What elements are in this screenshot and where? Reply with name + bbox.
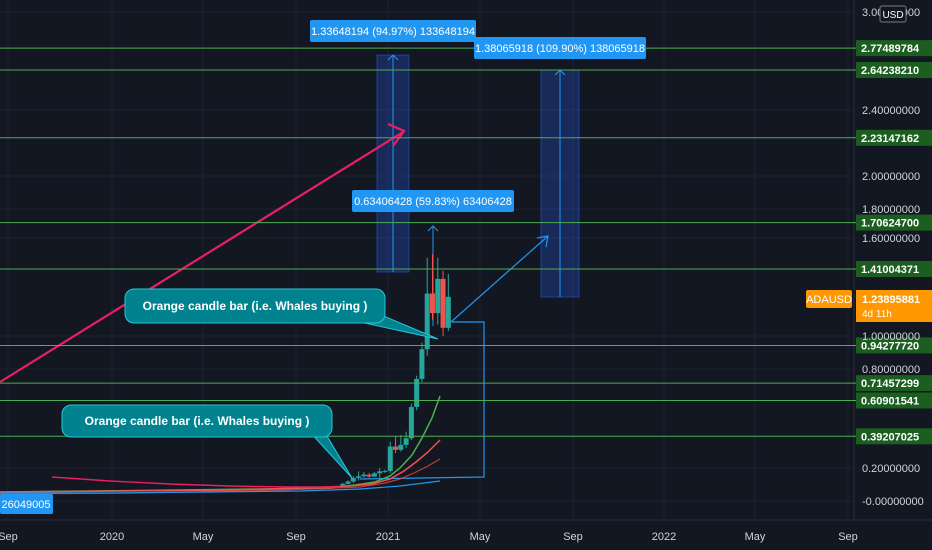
x-tick-label: 2022	[652, 531, 676, 543]
svg-text:26049005: 26049005	[2, 499, 51, 511]
measure-label-1[interactable]: 1.33648194 (94.97%) 133648194	[310, 20, 476, 42]
price-levels[interactable]: 2.77489784 2.64238210 2.23147162 1.70624700…	[0, 40, 932, 445]
candle[interactable]	[393, 436, 399, 454]
x-tick-label: May	[745, 531, 766, 543]
price-level[interactable]: 2.64238210	[0, 62, 932, 79]
measure-box-right[interactable]	[540, 69, 580, 298]
candle[interactable]	[408, 403, 414, 440]
candle[interactable]	[440, 270, 446, 336]
candle[interactable]	[371, 472, 377, 478]
y-tick-labels: 3.000000002.400000002.000000001.80000000…	[862, 7, 924, 508]
candle[interactable]	[345, 480, 351, 485]
svg-text:Orange candle bar (i.e. Whale: Orange candle bar (i.e. Whales buying )	[143, 299, 368, 313]
candle[interactable]	[414, 375, 420, 411]
y-tick-label: -0.00000000	[862, 496, 924, 508]
candle[interactable]	[403, 431, 409, 449]
svg-text:1.33648194 (94.97%) 133648194: 1.33648194 (94.97%) 133648194	[311, 26, 475, 38]
x-tick-labels: Sep 2020 May Sep 2021 May Sep 2022 May Sep	[0, 531, 858, 543]
candle[interactable]	[350, 476, 356, 483]
candle[interactable]	[340, 482, 346, 487]
y-tick-label: 2.40000000	[862, 105, 920, 117]
candle[interactable]	[445, 273, 451, 332]
candles[interactable]	[340, 254, 451, 487]
symbol-label: ADAUSD	[806, 294, 852, 306]
pink-trend-arrow[interactable]	[0, 122, 406, 383]
y-tick-label: 2.00000000	[862, 171, 920, 183]
svg-text:1.38065918 (109.90%) 138065918: 1.38065918 (109.90%) 138065918	[475, 43, 645, 55]
candle[interactable]	[366, 472, 372, 478]
x-tick-label: May	[193, 531, 214, 543]
price-level[interactable]: 0.71457299	[0, 375, 932, 392]
current-price-tag[interactable]: ADAUSD 1.23895881 4d 11h	[806, 290, 932, 322]
price-level[interactable]: 1.70624700	[0, 214, 932, 231]
price-level-label: 1.41004371	[861, 264, 919, 276]
measure-box-left[interactable]	[376, 54, 410, 273]
currency-label[interactable]: USD	[879, 5, 907, 23]
x-tick-label: Sep	[563, 531, 583, 543]
candle[interactable]	[387, 441, 393, 473]
x-tick-label: 2020	[100, 531, 124, 543]
left-edge-label[interactable]: 26049005	[0, 494, 53, 514]
current-price-value: 1.23895881	[862, 294, 920, 306]
x-tick-label: 2021	[376, 531, 400, 543]
price-level-label: 2.23147162	[861, 133, 919, 145]
price-level-label: 0.60901541	[861, 396, 919, 408]
price-level[interactable]: 2.23147162	[0, 129, 932, 146]
candle[interactable]	[398, 435, 404, 452]
measure-label-3[interactable]: 0.63406428 (59.83%) 63406428	[352, 190, 514, 212]
svg-text:0.63406428 (59.83%) 63406428: 0.63406428 (59.83%) 63406428	[354, 196, 512, 208]
x-tick-label: Sep	[0, 531, 18, 543]
price-level-label: 2.77489784	[861, 43, 920, 55]
price-level-label: 2.64238210	[861, 65, 919, 77]
price-level[interactable]: 0.94277720	[0, 337, 932, 354]
price-level[interactable]: 2.77489784	[0, 40, 932, 57]
price-level-label: 1.70624700	[861, 218, 919, 230]
candle[interactable]	[356, 471, 362, 481]
bar-countdown: 4d 11h	[862, 309, 892, 320]
moving-averages	[0, 395, 441, 495]
candle[interactable]	[361, 472, 367, 478]
x-tick-label: Sep	[838, 531, 858, 543]
candle[interactable]	[429, 254, 435, 320]
projection-arrow[interactable]	[450, 235, 549, 323]
x-tick-label: May	[470, 531, 491, 543]
measure-label-2[interactable]: 1.38065918 (109.90%) 138065918	[474, 37, 646, 59]
y-tick-label: 1.80000000	[862, 204, 920, 216]
price-level-label: 0.71457299	[861, 378, 919, 390]
y-tick-label: 1.60000000	[862, 233, 920, 245]
x-tick-label: Sep	[286, 531, 306, 543]
candle[interactable]	[424, 257, 430, 356]
price-level[interactable]: 1.41004371	[0, 261, 932, 278]
callout-2[interactable]: Orange candle bar (i.e. Whales buying )	[61, 404, 353, 479]
price-level-label: 0.94277720	[861, 340, 919, 352]
y-tick-label: 0.20000000	[862, 463, 920, 475]
bracket-line[interactable]	[359, 321, 485, 480]
price-level-label: 0.39207025	[861, 431, 919, 443]
currency-text: USD	[882, 10, 903, 21]
candle[interactable]	[419, 342, 425, 383]
svg-text:Orange candle bar (i.e. Whale: Orange candle bar (i.e. Whales buying )	[85, 414, 310, 428]
candle[interactable]	[377, 468, 383, 480]
callout-1[interactable]: Orange candle bar (i.e. Whales buying )	[124, 288, 439, 340]
y-tick-label: 0.80000000	[862, 364, 920, 376]
y-tick-label: 1.00000000	[862, 331, 920, 343]
candle[interactable]	[382, 469, 388, 473]
price-level[interactable]: 0.60901541	[0, 392, 932, 409]
